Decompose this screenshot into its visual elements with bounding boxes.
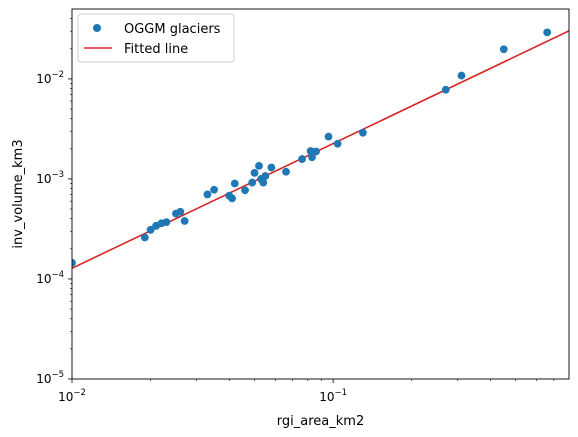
x-axis-ticks: 10−2 10−1 <box>58 379 555 404</box>
scatter-point <box>261 172 270 180</box>
legend-box <box>77 13 235 63</box>
scatter-point <box>250 168 259 177</box>
fitted-line <box>72 30 569 269</box>
scatter-point <box>282 167 290 176</box>
scatter-point <box>72 258 76 267</box>
y-axis-ticks: 10−5 10−4 10−3 10−2 <box>36 18 72 386</box>
scatter-point <box>210 185 218 194</box>
x-tick-label: 10−1 <box>319 388 347 404</box>
legend-marker-oggm-glaciers <box>93 24 101 32</box>
scatter-point <box>176 207 185 216</box>
fitted-line-layer <box>72 30 569 269</box>
scatter-point <box>255 162 263 170</box>
x-axis-label: rgi_area_km2 <box>277 414 364 429</box>
y-tick-label: 10−2 <box>36 70 64 86</box>
scatter-point <box>457 71 466 80</box>
scatter-point <box>241 186 249 195</box>
scatter-point <box>267 163 276 172</box>
scatter-point <box>308 153 316 162</box>
plot-frame <box>71 8 570 380</box>
y-tick-label: 10−4 <box>36 270 64 286</box>
x-tick-label: 10−2 <box>58 388 86 404</box>
scatter-point <box>248 178 257 187</box>
scatter-point <box>140 233 149 242</box>
scatter-point <box>324 132 333 141</box>
scatter-point <box>228 194 236 203</box>
legend: OGGM glaciers Fitted line <box>77 13 235 63</box>
legend-label-fitted-line: Fitted line <box>124 42 188 57</box>
scatter-point <box>146 225 155 234</box>
scatter-point <box>203 190 212 199</box>
scatter-point <box>162 218 171 227</box>
y-axis-label: inv_volume_km3 <box>11 139 26 248</box>
scatter-point <box>298 155 306 163</box>
scatter-point <box>333 139 342 148</box>
scatter-points-layer <box>72 28 552 267</box>
scatter-point <box>499 45 508 54</box>
legend-label-oggm-glaciers: OGGM glaciers <box>124 22 221 37</box>
scatter-point <box>359 128 367 137</box>
scatter-point <box>312 147 320 156</box>
y-tick-label: 10−5 <box>36 370 64 386</box>
scatter-point <box>441 85 450 94</box>
y-tick-label: 10−3 <box>36 170 64 186</box>
scatter-point <box>543 28 552 37</box>
scatter-point <box>230 179 239 188</box>
scatter-point <box>259 178 268 187</box>
scatter-point <box>180 217 189 225</box>
